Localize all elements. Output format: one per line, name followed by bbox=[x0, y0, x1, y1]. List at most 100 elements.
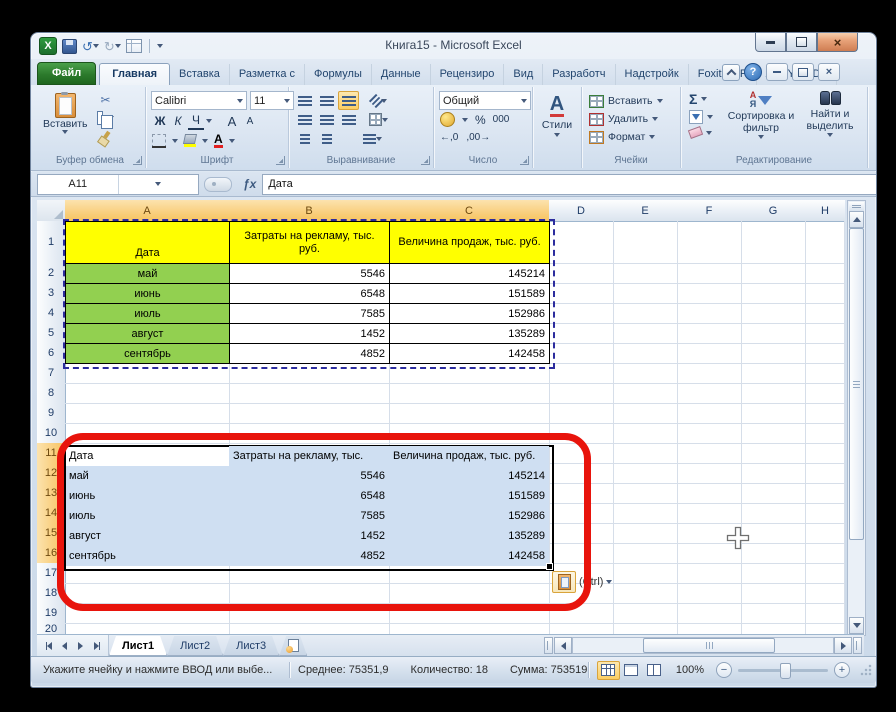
scroll-left-icon[interactable] bbox=[554, 637, 572, 654]
underline-dropdown-icon[interactable] bbox=[206, 119, 212, 123]
format-cells-button[interactable]: Формат bbox=[589, 128, 663, 146]
cell-c11[interactable]: Величина продаж, тыс. руб. bbox=[389, 446, 549, 466]
horizontal-scroll-thumb[interactable] bbox=[643, 638, 775, 653]
zoom-out-icon[interactable]: − bbox=[716, 662, 732, 678]
cell-a5[interactable]: август bbox=[66, 324, 230, 344]
column-header-a[interactable]: A bbox=[65, 200, 230, 223]
scroll-right-icon[interactable] bbox=[834, 637, 852, 654]
sort-filter-button[interactable]: А Я Сортировка и фильтр bbox=[725, 91, 797, 139]
formula-bar-splitter[interactable] bbox=[204, 176, 232, 192]
last-sheet-icon[interactable] bbox=[89, 638, 104, 653]
prev-sheet-icon[interactable] bbox=[57, 638, 72, 653]
tab-page-layout[interactable]: Разметка с bbox=[230, 64, 305, 85]
redo-button[interactable]: ↻ bbox=[104, 40, 121, 53]
font-color-icon[interactable]: А bbox=[214, 132, 223, 148]
number-format-select[interactable]: Общий bbox=[439, 91, 531, 110]
cell-b16[interactable]: 4852 bbox=[229, 546, 389, 566]
cell-b3[interactable]: 6548 bbox=[230, 284, 390, 304]
row-header-18[interactable]: 18 bbox=[37, 583, 66, 604]
cell-c1[interactable]: Величина продаж, тыс. руб. bbox=[390, 222, 550, 264]
column-header-b[interactable]: B bbox=[229, 200, 390, 223]
vertical-scrollbar[interactable] bbox=[847, 200, 866, 636]
column-header-d[interactable]: D bbox=[549, 200, 614, 222]
cell-b2[interactable]: 5546 bbox=[230, 264, 390, 284]
name-box[interactable]: A11 bbox=[37, 173, 199, 195]
cell-a13[interactable]: июнь bbox=[65, 486, 229, 506]
row-header-9[interactable]: 9 bbox=[37, 403, 66, 424]
tab-file[interactable]: Файл bbox=[37, 62, 97, 85]
horizontal-split-handle-right[interactable] bbox=[853, 637, 862, 654]
tab-addins[interactable]: Надстройк bbox=[616, 64, 689, 85]
tab-home[interactable]: Главная bbox=[99, 63, 171, 86]
tab-insert[interactable]: Вставка bbox=[170, 64, 230, 85]
styles-button[interactable]: А Стили bbox=[533, 94, 581, 137]
row-header-10[interactable]: 10 bbox=[37, 423, 66, 444]
first-sheet-icon[interactable] bbox=[41, 638, 56, 653]
vertical-scroll-thumb[interactable] bbox=[849, 228, 864, 540]
cell-c3[interactable]: 151589 bbox=[390, 284, 550, 304]
cell-a2[interactable]: май bbox=[66, 264, 230, 284]
row-header-11[interactable]: 11 bbox=[37, 443, 67, 464]
scroll-up-icon[interactable] bbox=[849, 211, 864, 228]
cell-c16[interactable]: 142458 bbox=[389, 546, 549, 566]
number-dialog-launcher-icon[interactable] bbox=[520, 156, 529, 165]
merge-center-icon[interactable] bbox=[368, 110, 389, 129]
clear-button[interactable] bbox=[687, 126, 713, 139]
row-header-12[interactable]: 12 bbox=[37, 463, 67, 484]
row-header-16[interactable]: 16 bbox=[37, 543, 67, 564]
cell-b15[interactable]: 1452 bbox=[229, 526, 389, 546]
page-layout-view-icon[interactable] bbox=[620, 661, 643, 680]
cell-b13[interactable]: 6548 bbox=[229, 486, 389, 506]
cell-a11[interactable]: Дата bbox=[65, 446, 229, 466]
formula-input[interactable]: Дата bbox=[262, 173, 876, 195]
cut-icon[interactable]: ✂ bbox=[100, 92, 111, 107]
cell-c4[interactable]: 152986 bbox=[390, 304, 550, 324]
cell-a16[interactable]: сентябрь bbox=[65, 546, 229, 566]
tab-review[interactable]: Рецензиро bbox=[431, 64, 505, 85]
collapse-ribbon-icon[interactable] bbox=[722, 63, 740, 81]
next-sheet-icon[interactable] bbox=[73, 638, 88, 653]
row-header-5[interactable]: 5 bbox=[37, 323, 66, 344]
tab-data[interactable]: Данные bbox=[372, 64, 431, 85]
increase-decimal-icon[interactable]: ←,0 bbox=[440, 132, 459, 143]
select-all-corner[interactable] bbox=[37, 200, 66, 222]
sheet-grid[interactable]: A B C D E F G H 1 2 3 4 5 6 7 8 9 10 11 … bbox=[37, 200, 845, 634]
workbook-close-button[interactable]: × bbox=[818, 63, 840, 81]
align-middle-icon[interactable] bbox=[316, 91, 337, 110]
row-header-19[interactable]: 19 bbox=[37, 603, 66, 624]
row-header-6[interactable]: 6 bbox=[37, 343, 66, 364]
format-painter-icon[interactable] bbox=[97, 128, 114, 143]
fill-handle[interactable] bbox=[546, 563, 553, 570]
cell-b12[interactable]: 5546 bbox=[229, 466, 389, 486]
tab-formulas[interactable]: Формулы bbox=[305, 64, 372, 85]
accounting-format-icon[interactable] bbox=[440, 112, 455, 127]
tab-view[interactable]: Вид bbox=[504, 64, 544, 85]
page-break-view-icon[interactable] bbox=[643, 661, 666, 680]
scroll-down-icon[interactable] bbox=[849, 617, 864, 634]
cell-a1[interactable]: Дата bbox=[66, 222, 230, 264]
cell-c13[interactable]: 151589 bbox=[389, 486, 549, 506]
cell-a12[interactable]: май bbox=[65, 466, 229, 486]
borders-icon[interactable] bbox=[152, 133, 166, 148]
minimize-button[interactable] bbox=[755, 33, 786, 52]
font-family-select[interactable]: Calibri bbox=[151, 91, 247, 110]
italic-button[interactable]: К bbox=[174, 114, 182, 128]
column-header-f[interactable]: F bbox=[677, 200, 742, 222]
cell-b4[interactable]: 7585 bbox=[230, 304, 390, 324]
tab-developer[interactable]: Разработч bbox=[543, 64, 616, 85]
horizontal-scroll-track[interactable] bbox=[572, 637, 834, 654]
cell-b5[interactable]: 1452 bbox=[230, 324, 390, 344]
align-left-icon[interactable] bbox=[294, 110, 315, 129]
cell-a6[interactable]: сентябрь bbox=[66, 344, 230, 364]
maximize-button[interactable] bbox=[786, 33, 817, 52]
row-header-2[interactable]: 2 bbox=[37, 263, 66, 284]
row-header-4[interactable]: 4 bbox=[37, 303, 66, 324]
find-select-button[interactable]: Найти и выделить bbox=[799, 91, 861, 137]
cell-c14[interactable]: 152986 bbox=[389, 506, 549, 526]
undo-button[interactable]: ↺ bbox=[82, 40, 99, 53]
align-right-icon[interactable] bbox=[338, 110, 359, 129]
font-dialog-launcher-icon[interactable] bbox=[276, 156, 285, 165]
cell-c6[interactable]: 142458 bbox=[390, 344, 550, 364]
column-header-g[interactable]: G bbox=[741, 200, 806, 222]
decrease-decimal-icon[interactable]: ,00→ bbox=[466, 132, 491, 143]
